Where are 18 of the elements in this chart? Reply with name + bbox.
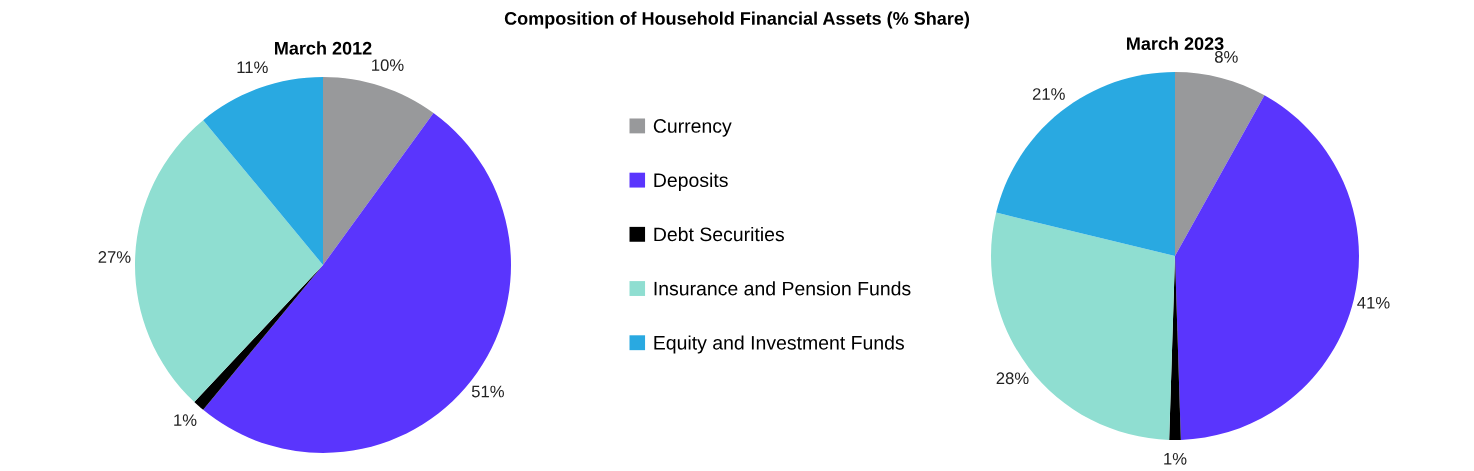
data-label: 41%	[1357, 296, 1390, 309]
data-label: 28%	[996, 372, 1029, 385]
data-label: 8%	[1214, 50, 1238, 63]
chart-subtitle: March 2012	[275, 41, 372, 55]
data-label: 1%	[1164, 452, 1187, 465]
legend-label: Deposits	[654, 172, 728, 191]
chart-title: Composition of Household Financial Assets (% Share)	[504, 11, 970, 29]
chart-subtitle: March 2023	[1127, 36, 1224, 51]
legend-label: Debt Securities	[654, 226, 784, 242]
legend-label: Insurance and Pension Funds	[654, 281, 911, 296]
data-label: 27%	[98, 251, 131, 263]
data-label: 1%	[174, 414, 197, 426]
data-label: 21%	[1032, 88, 1065, 100]
data-label: 10%	[372, 59, 404, 72]
data-label: 11%	[237, 61, 268, 74]
legend-label: Currency	[653, 119, 732, 137]
data-label: 51%	[471, 385, 504, 398]
legend-label: Equity and Investment Funds	[654, 335, 904, 354]
